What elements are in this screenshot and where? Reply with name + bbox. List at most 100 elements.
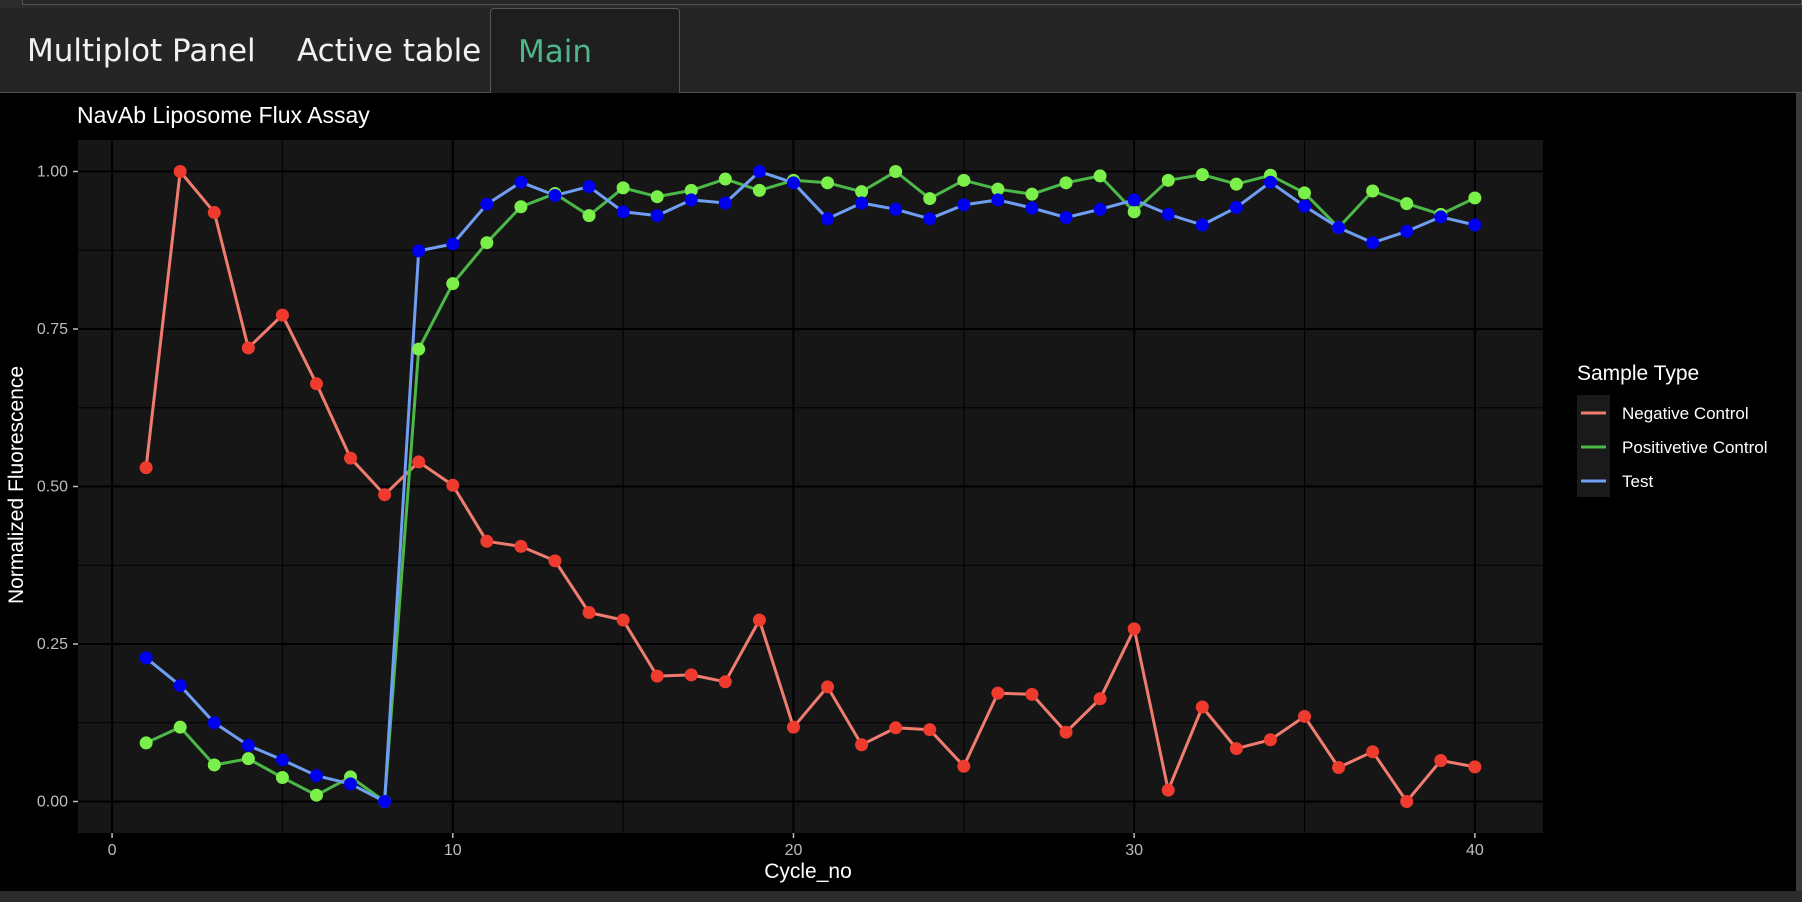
data-point-series-2	[1400, 224, 1414, 238]
tab-active-table[interactable]: Active table	[297, 33, 482, 69]
data-point-series-0	[1025, 687, 1039, 701]
data-point-series-1	[1195, 168, 1209, 182]
data-point-series-2	[957, 198, 971, 212]
data-point-series-2	[548, 188, 562, 202]
data-point-series-0	[889, 721, 903, 735]
data-point-series-2	[446, 237, 460, 251]
y-axis-label: Normalized Fluorescence	[5, 366, 28, 604]
x-tick-label: 40	[1466, 842, 1484, 859]
data-point-series-2	[821, 212, 835, 226]
data-point-series-0	[378, 488, 392, 502]
data-point-series-1	[957, 173, 971, 187]
data-point-series-0	[718, 675, 732, 689]
data-point-series-0	[923, 723, 937, 737]
data-point-series-0	[752, 613, 766, 627]
series-lines	[144, 170, 1476, 803]
top-input-frame	[22, 0, 1802, 5]
series-line-2	[145, 170, 1476, 803]
data-point-series-1	[412, 342, 426, 356]
data-point-series-0	[1263, 733, 1277, 747]
series-points	[139, 165, 1482, 808]
x-tick-label: 0	[108, 842, 117, 859]
data-point-series-2	[241, 738, 255, 752]
data-point-series-0	[1127, 622, 1141, 636]
data-point-series-0	[957, 759, 971, 773]
data-point-series-2	[1161, 207, 1175, 221]
bottom-strip	[0, 891, 1802, 902]
series-line-1	[145, 170, 1476, 803]
data-point-series-1	[1400, 197, 1414, 211]
data-point-series-1	[1025, 187, 1039, 201]
data-point-series-0	[1434, 754, 1448, 768]
data-point-series-1	[821, 176, 835, 190]
data-point-series-1	[923, 192, 937, 206]
data-point-series-2	[1263, 175, 1277, 189]
data-point-series-1	[275, 771, 289, 785]
data-point-series-2	[889, 202, 903, 216]
data-point-series-1	[752, 183, 766, 197]
data-point-series-0	[684, 668, 698, 682]
y-tick-label: 0.25	[37, 636, 68, 653]
data-point-series-1	[1093, 169, 1107, 183]
data-point-series-0	[1332, 760, 1346, 774]
data-point-series-0	[821, 680, 835, 694]
data-point-series-1	[1229, 177, 1243, 191]
data-point-series-0	[139, 461, 153, 475]
legend-title: Sample Type	[1577, 362, 1699, 385]
data-point-series-1	[684, 183, 698, 197]
data-point-series-2	[139, 651, 153, 665]
data-point-series-1	[446, 277, 460, 291]
data-point-series-1	[1059, 176, 1073, 190]
data-point-series-1	[309, 788, 323, 802]
tab-multiplot-panel[interactable]: Multiplot Panel	[27, 33, 256, 69]
y-tick-label: 0.00	[37, 794, 68, 811]
data-point-series-2	[1025, 201, 1039, 215]
axis-ticks: 0 10 20 30 40 0.00 0.25 0.50 0.75 1.00	[37, 164, 1484, 860]
data-point-series-2	[752, 165, 766, 178]
data-point-series-2	[718, 196, 732, 210]
data-point-series-1	[582, 209, 596, 223]
data-point-series-1	[1366, 184, 1380, 198]
data-point-series-2	[1332, 221, 1346, 235]
data-point-series-1	[173, 720, 187, 734]
data-point-series-1	[889, 165, 903, 178]
data-point-series-1	[1298, 186, 1312, 200]
y-tick-label: 0.75	[37, 321, 68, 338]
data-point-series-2	[855, 196, 869, 210]
x-tick-label: 20	[785, 842, 803, 859]
vertical-scrollbar[interactable]	[1796, 93, 1802, 891]
x-tick-label: 10	[444, 842, 462, 859]
data-point-series-2	[1229, 200, 1243, 214]
data-point-series-2	[275, 753, 289, 767]
data-point-series-2	[1127, 193, 1141, 207]
data-point-series-0	[173, 165, 187, 178]
data-point-series-0	[480, 534, 494, 548]
data-point-series-2	[786, 176, 800, 190]
data-point-series-1	[616, 181, 630, 195]
legend-label-test: Test	[1622, 472, 1653, 491]
data-point-series-2	[344, 777, 358, 791]
data-point-series-0	[548, 554, 562, 568]
data-point-series-0	[344, 451, 358, 465]
data-point-series-2	[923, 212, 937, 226]
data-point-series-1	[855, 185, 869, 199]
x-tick-label: 30	[1125, 842, 1143, 859]
data-point-series-2	[514, 175, 528, 189]
data-point-series-1	[650, 190, 664, 204]
legend-label-positive-control: Positivetive Control	[1622, 438, 1768, 457]
data-point-series-0	[991, 686, 1005, 700]
data-point-series-2	[684, 193, 698, 207]
data-point-series-1	[1468, 191, 1482, 205]
tab-bar: Multiplot Panel Active table Main plot	[0, 8, 1802, 156]
data-point-series-1	[1127, 205, 1141, 219]
tab-main-plot[interactable]: Main plot	[490, 8, 680, 156]
data-point-series-2	[991, 193, 1005, 207]
data-point-series-0	[1229, 742, 1243, 756]
plot-panel: 0 10 20 30 40 0.00 0.25 0.50 0.75 1.00 NavAb Lipo…	[0, 93, 1802, 891]
top-strip	[0, 0, 1802, 8]
data-point-series-2	[1468, 218, 1482, 232]
data-point-series-1	[241, 752, 255, 766]
data-point-series-2	[1195, 218, 1209, 232]
series-line-0	[144, 170, 1476, 803]
data-point-series-1	[991, 182, 1005, 196]
